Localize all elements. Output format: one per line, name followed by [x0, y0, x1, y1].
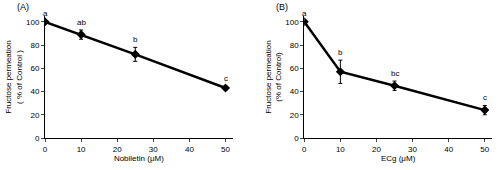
svg-text:100: 100: [285, 18, 299, 27]
svg-text:c: c: [224, 74, 228, 83]
svg-text:40: 40: [290, 87, 299, 96]
svg-text:30: 30: [149, 145, 158, 154]
svg-text:0: 0: [294, 134, 299, 143]
svg-text:20: 20: [372, 145, 381, 154]
svg-text:20: 20: [30, 111, 39, 120]
svg-text:80: 80: [30, 41, 39, 50]
svg-text:80: 80: [290, 41, 299, 50]
svg-text:30: 30: [408, 145, 417, 154]
svg-text:40: 40: [185, 145, 194, 154]
svg-text:100: 100: [26, 18, 40, 27]
svg-text:10: 10: [77, 145, 86, 154]
svg-text:ECg (μM): ECg (μM): [381, 154, 416, 163]
svg-text:0: 0: [302, 145, 307, 154]
svg-text:bc: bc: [391, 69, 399, 78]
svg-text:Fructose permeation( % of Cont: Fructose permeation( % of Control ): [4, 40, 23, 113]
svg-text:10: 10: [336, 145, 345, 154]
svg-text:0: 0: [35, 134, 40, 143]
svg-text:Fructose permeation(% of Contr: Fructose permeation(% of Control): [264, 40, 283, 113]
svg-text:(B): (B): [276, 2, 288, 12]
svg-text:0: 0: [43, 145, 48, 154]
svg-text:60: 60: [290, 64, 299, 73]
svg-text:20: 20: [113, 145, 122, 154]
svg-text:b: b: [133, 35, 138, 44]
svg-text:a: a: [43, 9, 48, 18]
svg-text:40: 40: [444, 145, 453, 154]
svg-text:ab: ab: [77, 18, 86, 27]
svg-text:a: a: [302, 9, 307, 18]
svg-text:50: 50: [480, 145, 489, 154]
svg-text:60: 60: [30, 64, 39, 73]
svg-text:Nobiletin (μM): Nobiletin (μM): [114, 154, 164, 163]
svg-text:(A): (A): [17, 2, 29, 12]
svg-text:40: 40: [30, 87, 39, 96]
svg-text:50: 50: [221, 145, 230, 154]
svg-text:b: b: [338, 48, 343, 57]
svg-text:20: 20: [290, 111, 299, 120]
svg-text:c: c: [483, 93, 487, 102]
